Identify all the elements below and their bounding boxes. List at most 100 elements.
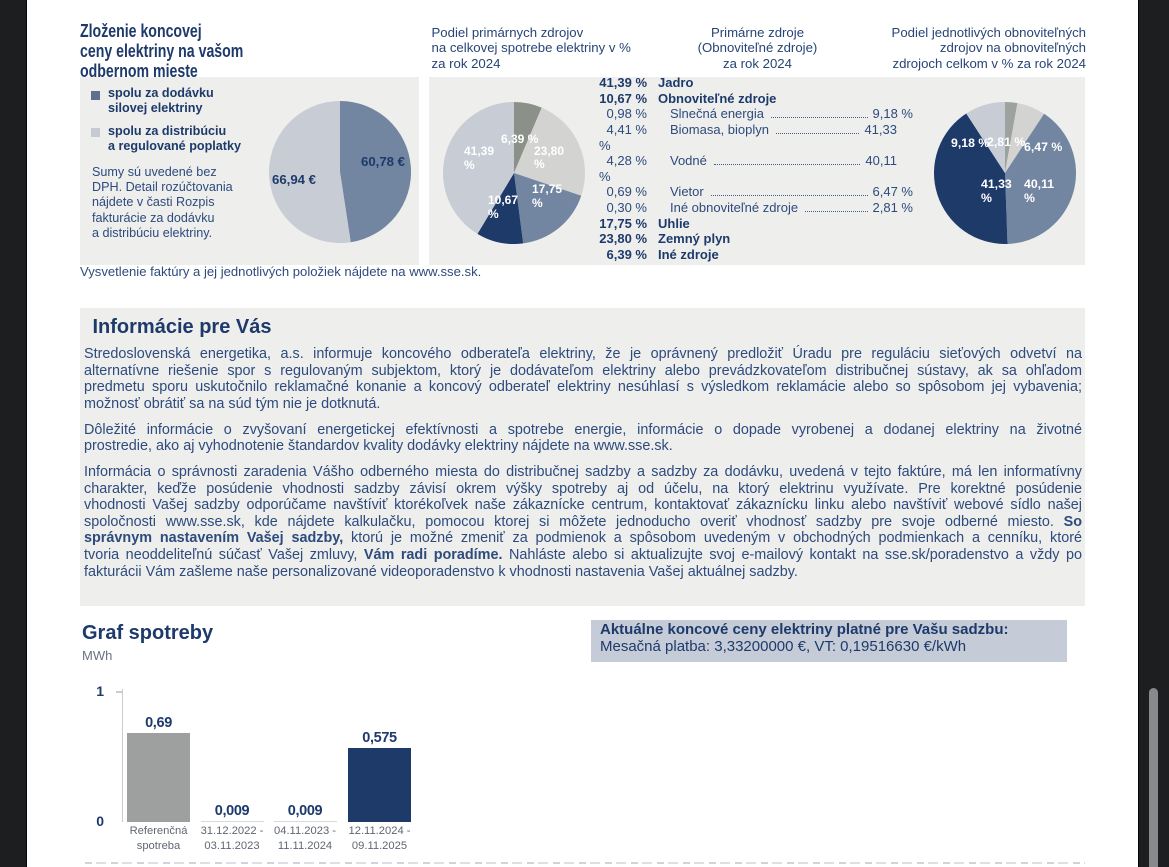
vat-note: Sumy sú uvedené bez DPH. Detail rozúčtov… xyxy=(92,164,233,240)
source-list-row: 0,98 % Slnečná energia 9,18 % xyxy=(597,106,913,122)
renewable-share: 6,47 % xyxy=(872,184,913,200)
bar-value-label: 0,69 xyxy=(145,714,172,731)
source-label: Biomasa, bioplyn xyxy=(670,122,769,138)
pie-chart-renewables xyxy=(934,102,1076,244)
info-text-line: prostredie, ako aj vyhodnotenie štandard… xyxy=(84,438,673,455)
dot-leader xyxy=(776,133,860,135)
y-axis-line xyxy=(121,689,123,822)
heading-primary-sources: Primárne zdroje (Obnoviteľné zdroje) za … xyxy=(697,24,818,71)
pie-value-label: 6,47 % xyxy=(1024,139,1063,154)
pie-slice xyxy=(1005,113,1076,244)
pie-value-label: 2,81 % xyxy=(987,135,1026,149)
source-list-row: % xyxy=(597,169,913,185)
renewable-share: 2,81 % xyxy=(872,200,913,216)
pie-slice xyxy=(966,102,1005,173)
price-box-values: Mesačná platba: 3,33200000 €, VT: 0,1951… xyxy=(600,638,967,656)
consumption-chart-unit: MWh xyxy=(82,648,113,663)
source-share: 0,69 % xyxy=(606,184,647,200)
source-list-row: 0,69 % Vietor 6,47 % xyxy=(597,184,913,200)
source-list-row: 23,80 % Zemný plyn xyxy=(597,231,913,247)
bar-2 xyxy=(273,820,337,822)
info-text-line: správnym nastavením Vašej sadzby, ktorú … xyxy=(84,530,1082,547)
bar-category-label: 31.12.2022 - 03.11.2023 xyxy=(200,825,264,852)
price-box-title: Aktuálne koncové ceny elektriny platné p… xyxy=(600,620,1009,638)
pie-slice xyxy=(340,101,411,243)
info-paragraph-1: Stredoslovenská energetika, a.s. informu… xyxy=(84,346,1082,412)
source-label: Iné zdroje xyxy=(658,246,719,262)
invoice-explanation-note: Vysvetlenie faktúry a jej jednotlivých p… xyxy=(80,263,482,279)
panel-info xyxy=(80,308,1085,606)
info-text-line: možnosť obrátiť sa na súd tým nie je dot… xyxy=(84,395,381,412)
wrapped-percent: % xyxy=(599,137,611,153)
pie-value-label: 41,33 % xyxy=(981,177,1012,205)
source-label: Obnoviteľné zdroje xyxy=(658,90,777,106)
source-share: 10,67 % xyxy=(599,90,647,106)
dot-leader xyxy=(710,195,868,197)
info-text-line: spoločnosti www.sse.sk, kde nájdete kalk… xyxy=(84,513,1082,530)
pie-value-label: 6,39 % xyxy=(501,132,539,146)
pie-slice xyxy=(1005,102,1018,173)
pie-value-label: 23,80 % xyxy=(534,143,565,172)
source-list-row: 17,75 % Uhlie xyxy=(597,216,913,232)
dot-leader xyxy=(805,211,868,213)
info-text-line: vhodnosti Vašej sadzby odporúčame navští… xyxy=(84,497,1082,514)
bar-1 xyxy=(200,820,264,822)
clipped-text-line xyxy=(85,861,1085,864)
info-text-line: fakturácii Vám zašleme naše personalizov… xyxy=(84,563,798,580)
pie-value-label: 41,39 % xyxy=(464,144,495,172)
pie-chart-primary-sources xyxy=(443,102,585,244)
pie-slice xyxy=(934,113,1008,244)
source-list-row: 6,39 % Iné zdroje xyxy=(597,247,913,263)
source-share: 4,28 % xyxy=(606,153,647,169)
pie-slice xyxy=(514,173,582,244)
source-list-row: 4,28 % Vodné 40,11 xyxy=(597,153,913,169)
y-tick-0: 0 xyxy=(96,812,104,829)
source-share: 4,41 % xyxy=(606,122,647,138)
info-text-line: tvoria neoddeliteľnú súčasť Vašej zmluvy… xyxy=(84,546,1083,563)
pie-value-label: 40,11 % xyxy=(1024,177,1055,205)
source-label: Uhlie xyxy=(658,215,690,231)
pie-slice xyxy=(443,102,514,234)
section-title-price-composition: Zloženie koncovej ceny elektriny na vašo… xyxy=(80,21,244,81)
pie-value-label: 17,75 % xyxy=(532,182,563,210)
pie-slice xyxy=(1005,103,1045,173)
legend-swatch-distribution xyxy=(90,128,100,137)
info-section-title: Informácie pre Vás xyxy=(92,316,272,338)
y-tick-1: 1 xyxy=(96,683,104,699)
info-paragraph-2: Dôležité informácie o zvyšovaní energeti… xyxy=(84,422,1082,455)
info-text-line: Stredoslovenská energetika, a.s. informu… xyxy=(84,346,1082,362)
pie-value-label: 10,67 % xyxy=(488,193,519,221)
pie-value-label: 9,18 % xyxy=(951,136,990,150)
source-label: Iné obnoviteľné zdroje xyxy=(670,200,799,216)
heading-renewables-share: Podiel jednotlivých obnoviteľných zdrojo… xyxy=(891,24,1086,71)
pie-slice xyxy=(514,107,585,196)
bar-category-label: 04.11.2023 - 11.11.2024 xyxy=(274,825,336,852)
heading-primary-share: Podiel primárnych zdrojov na celkovej sp… xyxy=(431,24,631,71)
bar-value-label: 0,575 xyxy=(362,729,397,746)
source-label: Vietor xyxy=(670,184,704,200)
wrapped-percent: % xyxy=(599,168,611,184)
source-label: Vodné xyxy=(670,153,707,169)
pie-chart-price-composition xyxy=(269,101,411,243)
bar-value-label: 0,009 xyxy=(214,802,250,819)
legend-label-supply: spolu za dodávku silovej elektriny xyxy=(108,85,214,116)
source-share: 0,30 % xyxy=(606,200,647,216)
pie-slice xyxy=(514,102,542,173)
pie-slice xyxy=(477,173,524,244)
dot-leader xyxy=(713,164,861,166)
info-text-line: charakter, keďže posúdenie vhodnosti sad… xyxy=(84,480,1082,497)
y-axis-tick xyxy=(116,691,122,693)
source-share: 0,98 % xyxy=(606,106,647,122)
bar-3 xyxy=(348,747,411,822)
renewable-share: 40,11 xyxy=(865,153,897,169)
pie-value-label: 66,94 € xyxy=(272,171,316,187)
bar-category-label: 12.11.2024 - 09.11.2025 xyxy=(348,825,411,852)
scrollbar-thumb[interactable] xyxy=(1149,688,1158,867)
source-label: Jadro xyxy=(658,75,694,91)
pie-value-label: 60,78 € xyxy=(361,154,405,169)
current-price-box: Aktuálne koncové ceny elektriny platné p… xyxy=(591,620,1067,662)
source-share: 17,75 % xyxy=(599,215,647,231)
renewable-share: 41,33 xyxy=(864,122,897,138)
source-label: Slnečná energia xyxy=(670,106,764,122)
